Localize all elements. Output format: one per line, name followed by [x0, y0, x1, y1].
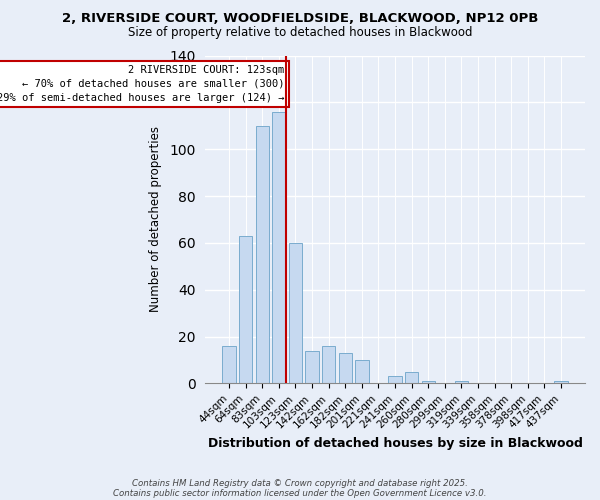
Bar [322, 346, 335, 384]
Bar [272, 112, 286, 384]
Bar [289, 243, 302, 384]
Bar [422, 381, 435, 384]
Bar [554, 381, 568, 384]
Bar [388, 376, 402, 384]
X-axis label: Distribution of detached houses by size in Blackwood: Distribution of detached houses by size … [208, 437, 583, 450]
Text: 2 RIVERSIDE COURT: 123sqm
← 70% of detached houses are smaller (300)
29% of semi: 2 RIVERSIDE COURT: 123sqm ← 70% of detac… [0, 65, 284, 103]
Text: 2, RIVERSIDE COURT, WOODFIELDSIDE, BLACKWOOD, NP12 0PB: 2, RIVERSIDE COURT, WOODFIELDSIDE, BLACK… [62, 12, 538, 26]
Bar [239, 236, 252, 384]
Bar [338, 353, 352, 384]
Text: Size of property relative to detached houses in Blackwood: Size of property relative to detached ho… [128, 26, 472, 39]
Text: Contains public sector information licensed under the Open Government Licence v3: Contains public sector information licen… [113, 488, 487, 498]
Bar [223, 346, 236, 384]
Bar [355, 360, 368, 384]
Bar [256, 126, 269, 384]
Bar [405, 372, 418, 384]
Bar [305, 350, 319, 384]
Y-axis label: Number of detached properties: Number of detached properties [149, 126, 162, 312]
Bar [455, 381, 468, 384]
Text: Contains HM Land Registry data © Crown copyright and database right 2025.: Contains HM Land Registry data © Crown c… [132, 478, 468, 488]
